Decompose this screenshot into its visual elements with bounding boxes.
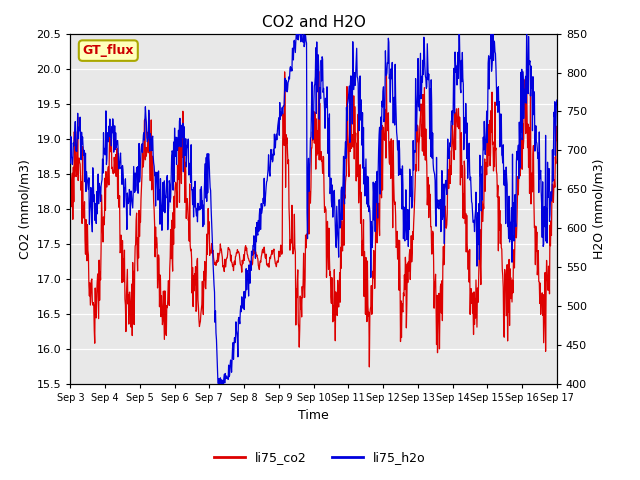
X-axis label: Time: Time: [298, 408, 329, 421]
Title: CO2 and H2O: CO2 and H2O: [262, 15, 365, 30]
Legend: li75_co2, li75_h2o: li75_co2, li75_h2o: [209, 446, 431, 469]
Y-axis label: CO2 (mmol/m3): CO2 (mmol/m3): [18, 159, 31, 259]
Text: GT_flux: GT_flux: [83, 44, 134, 57]
Y-axis label: H2O (mmol/m3): H2O (mmol/m3): [593, 158, 605, 259]
